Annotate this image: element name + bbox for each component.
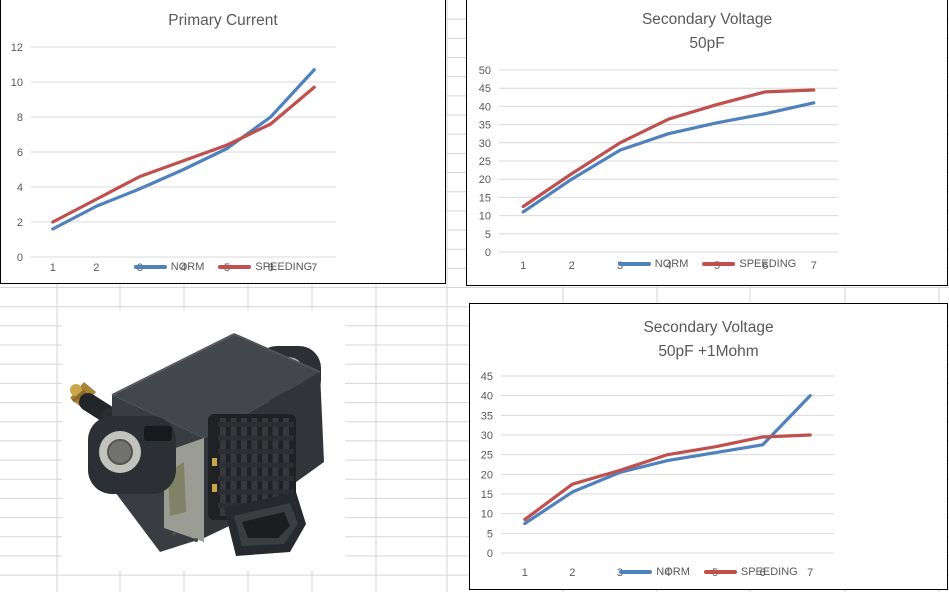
speeding-line-swatch [703, 570, 737, 574]
svg-text:40: 40 [479, 101, 491, 113]
svg-text:4: 4 [17, 182, 23, 194]
svg-text:2: 2 [17, 217, 23, 229]
svg-text:30: 30 [479, 138, 491, 150]
svg-text:5: 5 [487, 528, 493, 540]
svg-text:0: 0 [487, 548, 493, 560]
svg-text:7: 7 [811, 260, 817, 272]
chart-legend: NORM SPEEDING [1, 261, 445, 273]
coil-mount-ear-left [88, 416, 176, 494]
svg-text:30: 30 [481, 430, 493, 442]
svg-text:2: 2 [569, 567, 575, 579]
legend-label: NORM [656, 566, 690, 578]
norm-line-swatch [617, 262, 651, 266]
legend-item-norm[interactable]: NORM [133, 261, 205, 273]
chart-secondary-voltage-50pf[interactable]: Secondary Voltage 50pF 0 5 10 15 20 25 30 35 40 4… [466, 0, 948, 286]
norm-line-swatch [619, 570, 653, 574]
svg-text:25: 25 [481, 450, 493, 462]
svg-text:6: 6 [762, 260, 768, 272]
svg-text:20: 20 [479, 174, 491, 186]
chart-secondary-voltage-50pf-1mohm[interactable]: Secondary Voltage 50pF +1Mohm 0 5 10 15 20 25… [469, 303, 948, 590]
svg-text:10: 10 [11, 77, 23, 89]
legend-label: SPEEDING [740, 566, 798, 578]
coil-connector-fins [208, 414, 296, 520]
chart-legend: NORM SPEEDING [470, 566, 947, 578]
svg-text:15: 15 [481, 489, 493, 501]
svg-text:45: 45 [481, 371, 493, 383]
svg-text:1: 1 [522, 567, 528, 579]
svg-text:10: 10 [481, 509, 493, 521]
legend-label: SPEEDING [255, 261, 313, 273]
svg-text:7: 7 [807, 567, 813, 579]
legend-item-speeding[interactable]: SPEEDING [703, 566, 798, 578]
chart-title: Secondary Voltage [641, 11, 773, 28]
svg-text:0: 0 [17, 252, 23, 264]
svg-text:8: 8 [17, 112, 23, 124]
coil-connector-shroud [224, 492, 306, 556]
chart-plot-area: 0510152025303540451234567 [481, 371, 834, 579]
legend-item-norm[interactable]: NORM [617, 258, 689, 270]
svg-text:12: 12 [11, 42, 23, 54]
svg-text:4: 4 [180, 262, 186, 274]
chart-legend: NORM SPEEDING [467, 258, 947, 270]
legend-item-norm[interactable]: NORM [619, 566, 690, 578]
svg-text:45: 45 [479, 83, 491, 95]
chart-subtitle: 50pF +1Mohm [658, 343, 759, 360]
chart-plot-area: 0246810121234567 [11, 42, 336, 274]
svg-text:2: 2 [93, 262, 99, 274]
svg-text:15: 15 [479, 192, 491, 204]
chart-primary-current[interactable]: Primary Current 0246810121234567 NORM SP… [0, 0, 446, 284]
legend-item-speeding[interactable]: SPEEDING [702, 258, 796, 270]
ignition-coil-illustration [62, 310, 345, 570]
svg-text:35: 35 [481, 410, 493, 422]
svg-text:7: 7 [311, 262, 317, 274]
svg-text:6: 6 [760, 567, 766, 579]
svg-text:5: 5 [714, 260, 720, 272]
svg-text:4: 4 [665, 260, 671, 272]
svg-text:5: 5 [485, 229, 491, 241]
norm-line-swatch [133, 265, 167, 269]
svg-text:0: 0 [485, 247, 491, 259]
chart-subtitle: 50pF [689, 35, 725, 52]
svg-text:6: 6 [268, 262, 274, 274]
speeding-line-swatch [702, 262, 736, 266]
svg-text:35: 35 [479, 120, 491, 132]
legend-label: NORM [654, 258, 689, 270]
svg-text:1: 1 [520, 260, 526, 272]
svg-text:50: 50 [479, 65, 491, 77]
svg-text:20: 20 [481, 469, 493, 481]
product-image[interactable] [62, 310, 345, 570]
chart-title: Secondary Voltage [643, 319, 774, 336]
svg-text:10: 10 [479, 211, 491, 223]
legend-label: SPEEDING [739, 258, 797, 270]
svg-text:40: 40 [481, 391, 493, 403]
legend-item-speeding[interactable]: SPEEDING [218, 261, 312, 273]
legend-label: NORM [170, 261, 205, 273]
svg-text:1: 1 [50, 262, 56, 274]
speeding-line-swatch [218, 265, 252, 269]
svg-text:25: 25 [479, 156, 491, 168]
svg-text:3: 3 [617, 260, 623, 272]
chart-title: Primary Current [168, 12, 278, 29]
svg-text:6: 6 [17, 147, 23, 159]
svg-text:4: 4 [664, 567, 670, 579]
svg-text:2: 2 [569, 260, 575, 272]
